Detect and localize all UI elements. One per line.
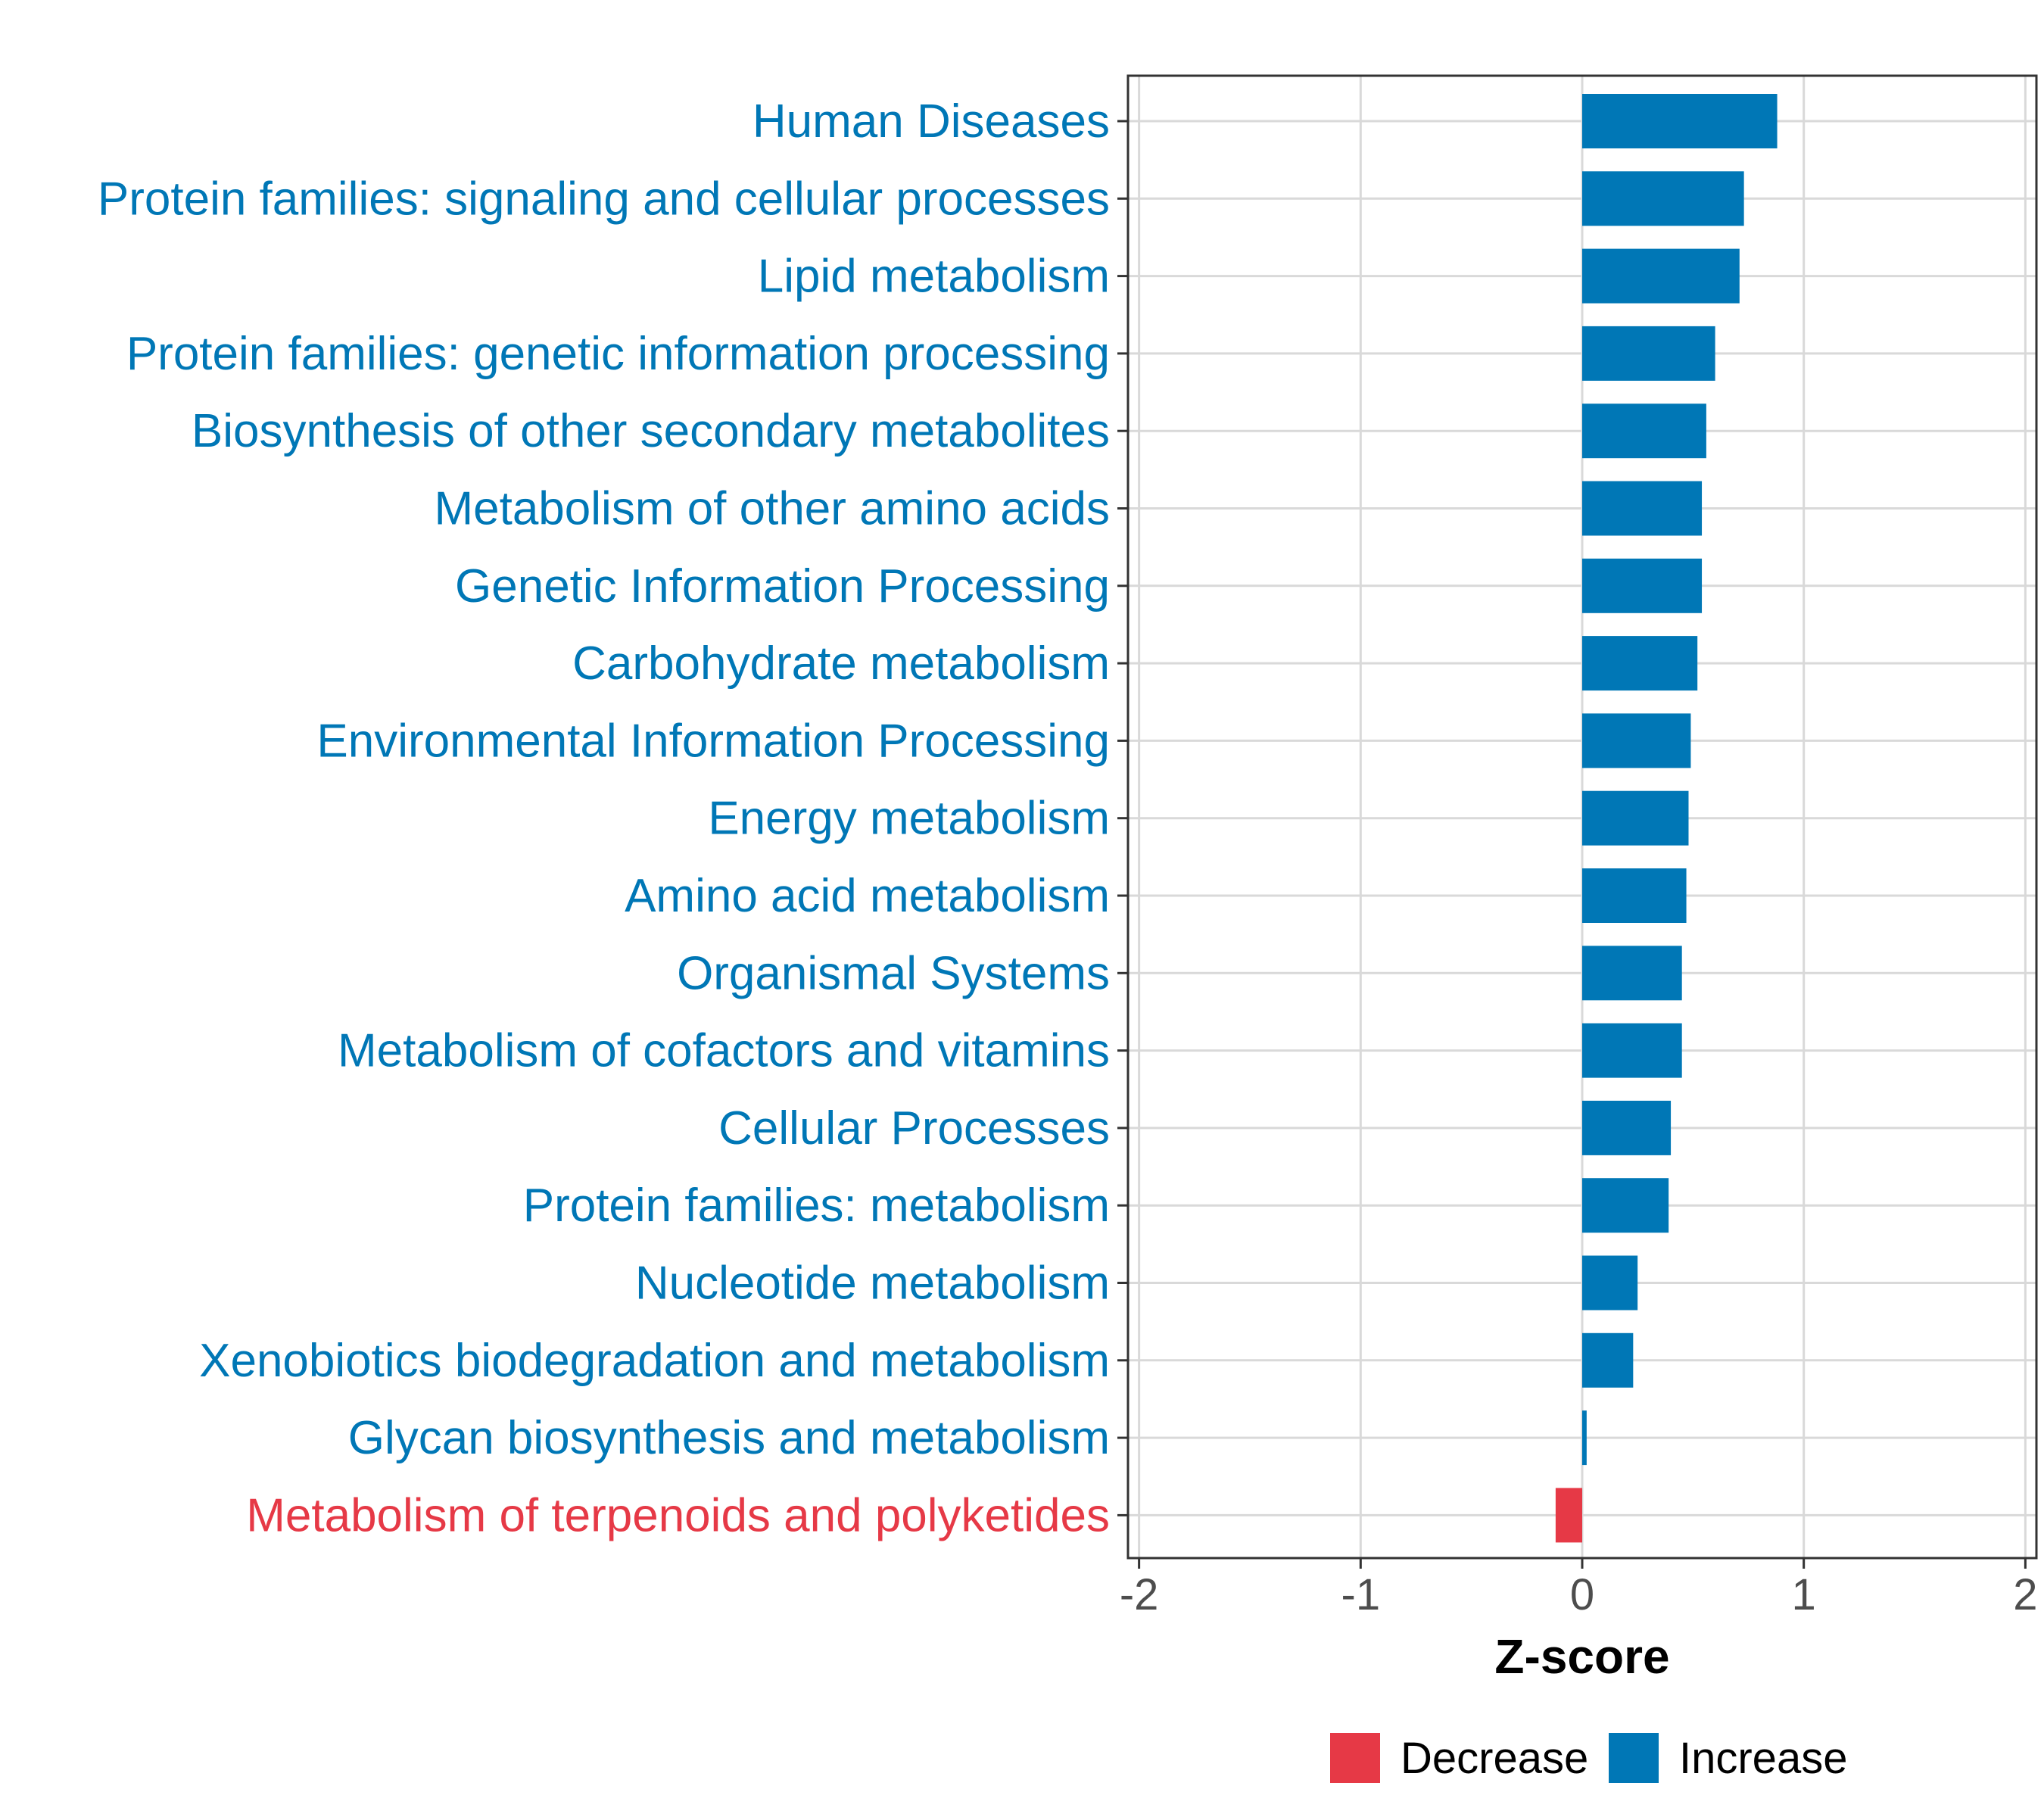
legend-swatch (1609, 1733, 1659, 1783)
category-label: Genetic Information Processing (455, 560, 1110, 612)
y-axis-ticks (1117, 120, 1128, 1516)
legend-item: Increase (1609, 1733, 1847, 1783)
bar (1582, 790, 1689, 846)
category-label: Xenobiotics biodegradation and metabolis… (199, 1335, 1110, 1387)
category-label: Biosynthesis of other secondary metaboli… (192, 405, 1110, 457)
category-label: Cellular Processes (718, 1102, 1110, 1155)
bar (1582, 636, 1698, 691)
x-tick-label: -1 (1341, 1570, 1381, 1619)
legend-label: Increase (1679, 1734, 1847, 1783)
bars (1555, 94, 1778, 1543)
legend-item: Decrease (1330, 1733, 1588, 1783)
bar (1582, 171, 1744, 226)
bar (1582, 248, 1740, 304)
bar (1582, 481, 1703, 536)
legend-swatch (1330, 1733, 1380, 1783)
bar (1582, 713, 1691, 768)
bar (1582, 1332, 1634, 1388)
category-label: Glycan biosynthesis and metabolism (348, 1412, 1110, 1464)
bar (1582, 404, 1706, 459)
category-label: Protein families: genetic information pr… (126, 328, 1110, 380)
bar (1582, 1255, 1638, 1311)
bar (1582, 1178, 1669, 1233)
bar (1582, 326, 1715, 381)
category-label: Metabolism of terpenoids and polyketides (246, 1489, 1110, 1541)
category-label: Organismal Systems (677, 947, 1110, 999)
category-label: Lipid metabolism (758, 251, 1110, 303)
category-label: Energy metabolism (708, 793, 1110, 845)
bar (1582, 946, 1682, 1001)
category-label: Metabolism of cofactors and vitamins (338, 1025, 1110, 1077)
bar (1555, 1488, 1582, 1543)
category-label: Human Diseases (752, 95, 1110, 148)
x-tick-label: -2 (1120, 1570, 1159, 1619)
category-label: Protein families: signaling and cellular… (98, 173, 1110, 225)
x-axis-ticks: -2 -1 0 1 2 (1120, 1558, 2037, 1619)
legend: Decrease Increase (1330, 1733, 1847, 1783)
legend-label: Decrease (1401, 1734, 1588, 1783)
x-tick-label: 2 (2013, 1570, 2037, 1619)
bar (1582, 868, 1687, 923)
y-axis-category-labels: Human Diseases Protein families: signalin… (98, 95, 1110, 1541)
category-label: Nucleotide metabolism (635, 1258, 1110, 1310)
category-label: Protein families: metabolism (523, 1180, 1110, 1232)
bar (1582, 1410, 1587, 1466)
bar (1582, 1023, 1682, 1078)
category-label: Carbohydrate metabolism (572, 637, 1110, 690)
bar (1582, 94, 1778, 148)
category-label: Environmental Information Processing (316, 715, 1110, 767)
bar (1582, 1100, 1672, 1155)
bar (1582, 558, 1703, 613)
category-label: Metabolism of other amino acids (434, 483, 1110, 535)
category-label: Amino acid metabolism (625, 870, 1110, 922)
x-tick-label: 1 (1792, 1570, 1816, 1619)
x-axis-title: Z-score (1494, 1629, 1669, 1684)
x-tick-label: 0 (1570, 1570, 1594, 1619)
